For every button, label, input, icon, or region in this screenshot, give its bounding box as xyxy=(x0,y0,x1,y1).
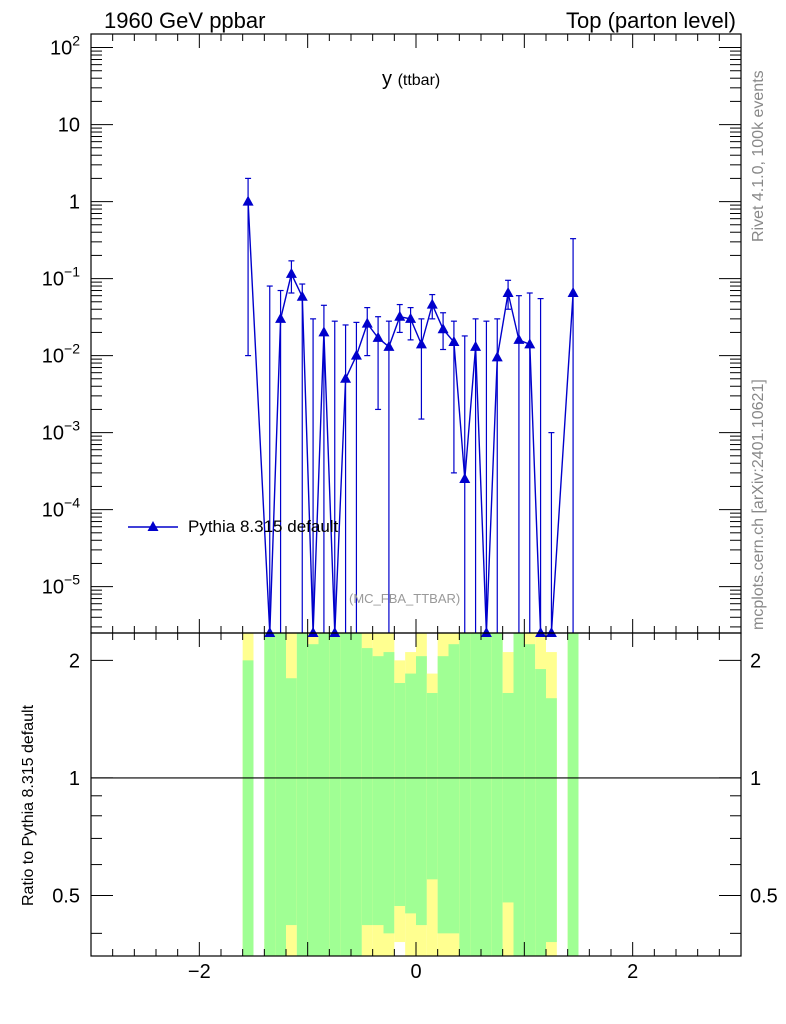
ratio-band-green xyxy=(567,633,579,956)
header-right: Top (parton level) xyxy=(566,8,736,33)
ratio-band-green xyxy=(502,692,514,903)
ratio-band-green xyxy=(448,644,460,934)
data-point-marker xyxy=(285,267,297,278)
ratio-y-tick-label-right: 2 xyxy=(750,650,761,672)
mcplots-label: mcplots.cern.ch [arXiv:2401.10621] xyxy=(750,379,767,630)
y-tick-label: 102 xyxy=(50,33,80,60)
ratio-band-green xyxy=(372,656,384,926)
data-point-marker xyxy=(426,298,438,309)
data-point-marker xyxy=(535,627,547,637)
data-point-marker xyxy=(318,326,330,337)
ratio-band-green xyxy=(361,648,373,926)
data-point-marker xyxy=(567,287,579,298)
ratio-y-tick-label-left: 1 xyxy=(69,768,80,790)
ratio-band-green xyxy=(416,656,427,926)
data-point-marker xyxy=(448,336,460,347)
data-point-marker xyxy=(502,287,514,298)
ratio-band-green xyxy=(340,633,351,956)
ratio-band-green xyxy=(286,678,297,926)
ratio-band-green xyxy=(275,633,286,956)
ratio-band-green xyxy=(481,633,492,956)
legend-marker xyxy=(147,521,159,531)
ratio-band-green xyxy=(296,633,308,956)
y-tick-label: 10−2 xyxy=(42,341,80,368)
data-point-marker xyxy=(361,317,373,328)
data-point-marker xyxy=(524,338,536,349)
y-tick-label: 10−4 xyxy=(42,495,80,522)
x-tick-label: 2 xyxy=(627,961,638,983)
data-point-marker xyxy=(307,627,319,637)
x-tick-label: −2 xyxy=(188,961,211,983)
ratio-band-green xyxy=(351,633,362,956)
plot-title-main: y xyxy=(382,68,392,90)
data-point-marker xyxy=(491,351,503,362)
ratio-bands xyxy=(242,633,579,956)
ratio-band-green xyxy=(491,633,503,956)
data-point-marker xyxy=(340,372,352,383)
ratio-y-tick-label-left: 0.5 xyxy=(52,886,80,908)
ratio-band-green xyxy=(437,656,449,934)
ratio-band-green xyxy=(318,633,330,956)
data-point-marker xyxy=(470,340,482,351)
ratio-band-green xyxy=(242,660,254,956)
ratio-band-green xyxy=(470,633,481,956)
plot-title: y (ttbar) xyxy=(382,68,440,91)
data-point-marker xyxy=(513,333,525,344)
data-point-marker xyxy=(242,195,254,206)
data-point-marker xyxy=(383,340,395,351)
main-frame xyxy=(90,33,742,634)
data-point-marker xyxy=(372,331,384,342)
data-point-marker xyxy=(275,312,287,323)
y-tick-label: 10−5 xyxy=(42,572,80,599)
ratio-axis-label: Ratio to Pythia 8.315 default xyxy=(20,704,37,906)
legend-label: Pythia 8.315 default xyxy=(188,517,339,536)
ratio-band-green xyxy=(329,633,341,956)
ratio-y-tick-label-left: 2 xyxy=(69,650,80,672)
data-point-marker xyxy=(394,310,406,321)
ratio-band-green xyxy=(524,644,536,956)
data-point-marker xyxy=(480,627,492,637)
ratio-band-green xyxy=(426,692,438,880)
rivet-version-label: Rivet 4.1.0, 100k events xyxy=(750,70,767,242)
plot-title-suffix: (ttbar) xyxy=(397,72,441,89)
data-point-marker xyxy=(264,627,276,637)
data-point-marker xyxy=(329,627,341,637)
ratio-band-green xyxy=(307,644,319,956)
ratio-band-green xyxy=(513,633,525,956)
ratio-y-tick-label-right: 1 xyxy=(750,768,761,790)
series-group xyxy=(242,177,579,637)
y-tick-label: 10−3 xyxy=(42,418,80,445)
ratio-band-green xyxy=(394,683,406,906)
ratio-band-green xyxy=(383,652,395,934)
data-point-marker xyxy=(296,290,308,301)
ratio-band-green xyxy=(459,633,471,956)
data-point-marker xyxy=(350,349,362,360)
ratio-band-green xyxy=(535,669,546,956)
data-point-marker xyxy=(415,338,427,349)
data-point-marker xyxy=(405,312,417,323)
ratio-band-green xyxy=(264,633,276,956)
data-point-marker xyxy=(545,627,557,637)
analysis-annotation: (MC_FBA_TTBAR) xyxy=(349,591,461,606)
header-left: 1960 GeV ppbar xyxy=(104,8,266,33)
ratio-y-tick-label-right: 0.5 xyxy=(750,886,778,908)
x-tick-label: 0 xyxy=(410,961,421,983)
ratio-band-green xyxy=(405,673,416,914)
data-point-marker xyxy=(437,323,449,334)
axis-ticks xyxy=(90,34,742,956)
y-tick-label: 10−1 xyxy=(42,264,80,291)
series-line xyxy=(247,201,574,634)
y-tick-label: 1 xyxy=(69,192,80,214)
data-point-marker xyxy=(459,472,471,483)
y-tick-label: 10 xyxy=(58,115,80,137)
ratio-band-green xyxy=(546,698,557,943)
